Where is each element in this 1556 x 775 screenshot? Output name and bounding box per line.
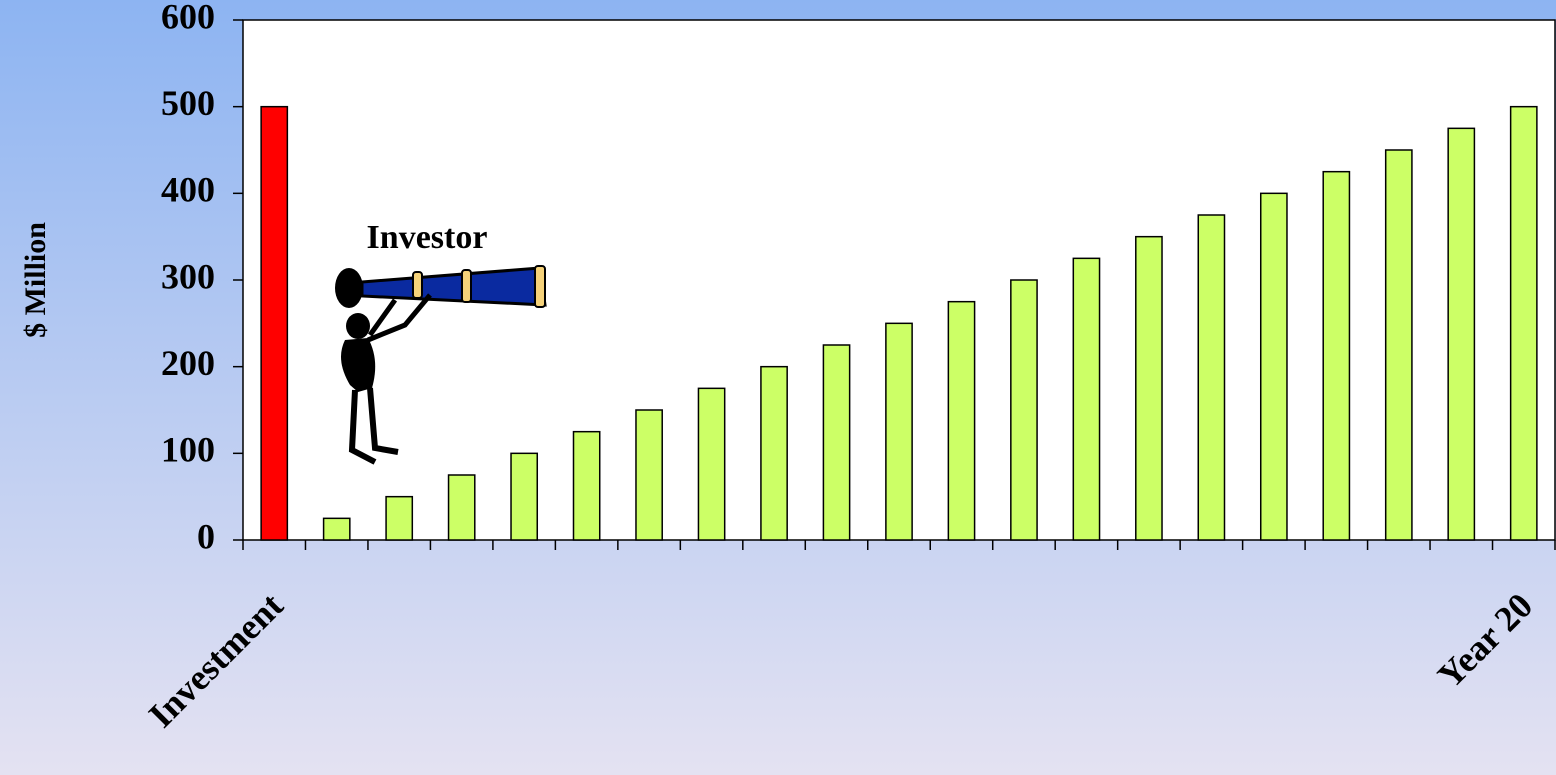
y-tick-label: 200 xyxy=(161,343,215,383)
investor-figure xyxy=(335,265,547,465)
bar xyxy=(510,452,539,541)
bar xyxy=(1135,235,1163,541)
bar xyxy=(572,430,601,541)
bar xyxy=(1072,257,1101,541)
bar xyxy=(322,517,351,541)
bar xyxy=(697,387,726,541)
bar xyxy=(822,344,851,541)
y-axis-label: $ Million xyxy=(19,222,52,338)
y-tick-label: 600 xyxy=(161,0,215,36)
bar xyxy=(1509,105,1538,541)
bar xyxy=(1384,149,1413,541)
bar xyxy=(1197,214,1226,541)
bar xyxy=(1447,127,1476,541)
bar xyxy=(260,105,289,541)
y-tick-label: 400 xyxy=(161,170,215,210)
bar xyxy=(1259,192,1288,541)
y-tick-label: 0 xyxy=(197,516,215,556)
bar xyxy=(635,409,663,541)
y-tick-label: 500 xyxy=(161,83,215,123)
y-tick-label: 300 xyxy=(161,256,215,296)
y-tick-label: 100 xyxy=(161,430,215,470)
bar xyxy=(385,495,414,541)
bar xyxy=(1010,279,1038,541)
bar xyxy=(947,300,976,541)
bar xyxy=(760,365,788,541)
bar xyxy=(1322,170,1351,541)
annotation: Investor xyxy=(367,219,488,256)
bar xyxy=(447,474,476,541)
bar xyxy=(885,322,913,541)
